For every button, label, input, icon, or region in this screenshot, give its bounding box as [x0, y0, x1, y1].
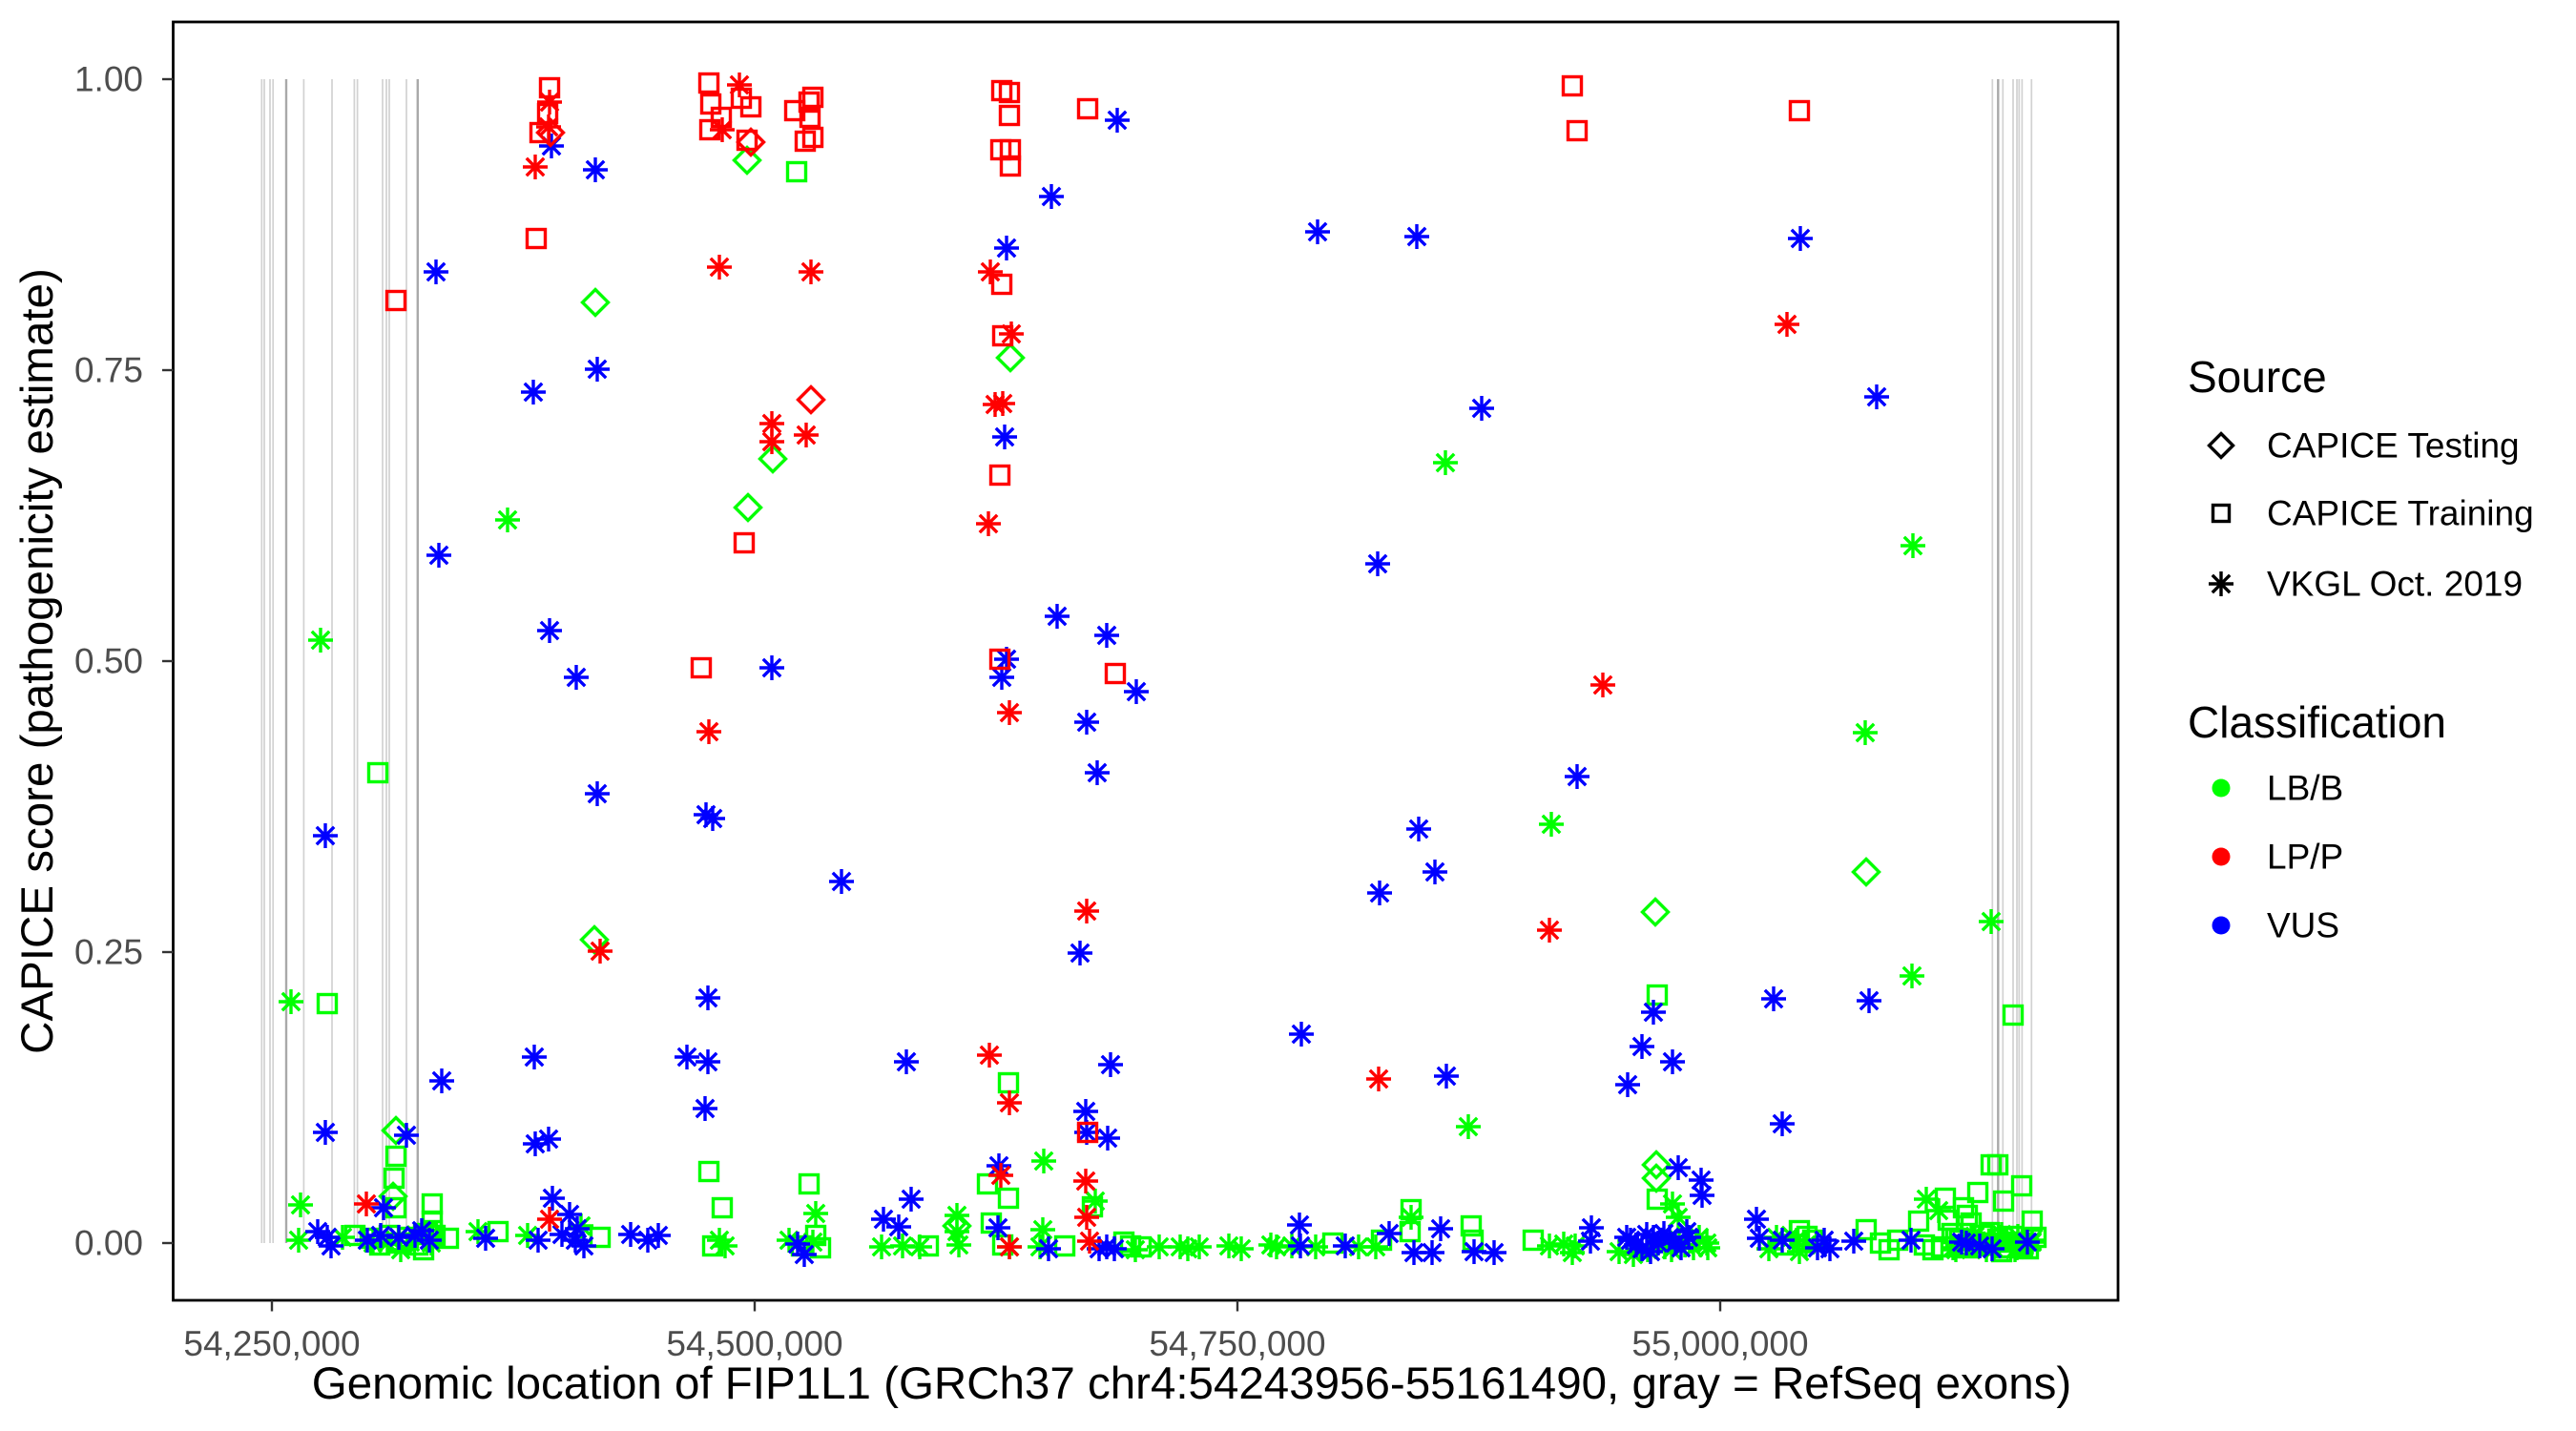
svg-text:VKGL Oct. 2019: VKGL Oct. 2019 [2267, 565, 2523, 604]
svg-text:1.00: 1.00 [74, 60, 143, 99]
svg-text:Genomic location of FIP1L1 (GR: Genomic location of FIP1L1 (GRCh37 chr4:… [312, 1358, 2071, 1409]
svg-text:Source: Source [2188, 352, 2327, 402]
svg-text:0.25: 0.25 [74, 933, 143, 972]
svg-text:54,750,000: 54,750,000 [1149, 1324, 1325, 1363]
svg-text:CAPICE Testing: CAPICE Testing [2267, 426, 2520, 466]
svg-text:54,500,000: 54,500,000 [666, 1324, 842, 1363]
svg-text:VUS: VUS [2267, 906, 2339, 945]
svg-text:CAPICE Training: CAPICE Training [2267, 494, 2534, 533]
svg-text:LP/P: LP/P [2267, 838, 2343, 877]
svg-text:LB/B: LB/B [2267, 769, 2343, 808]
svg-text:Classification: Classification [2188, 697, 2446, 747]
svg-text:55,000,000: 55,000,000 [1631, 1324, 1808, 1363]
svg-text:CAPICE score (pathogenicity es: CAPICE score (pathogenicity estimate) [12, 268, 63, 1054]
svg-text:0.50: 0.50 [74, 642, 143, 681]
svg-text:0.00: 0.00 [74, 1224, 143, 1263]
svg-text:0.75: 0.75 [74, 351, 143, 390]
svg-text:54,250,000: 54,250,000 [183, 1324, 360, 1363]
